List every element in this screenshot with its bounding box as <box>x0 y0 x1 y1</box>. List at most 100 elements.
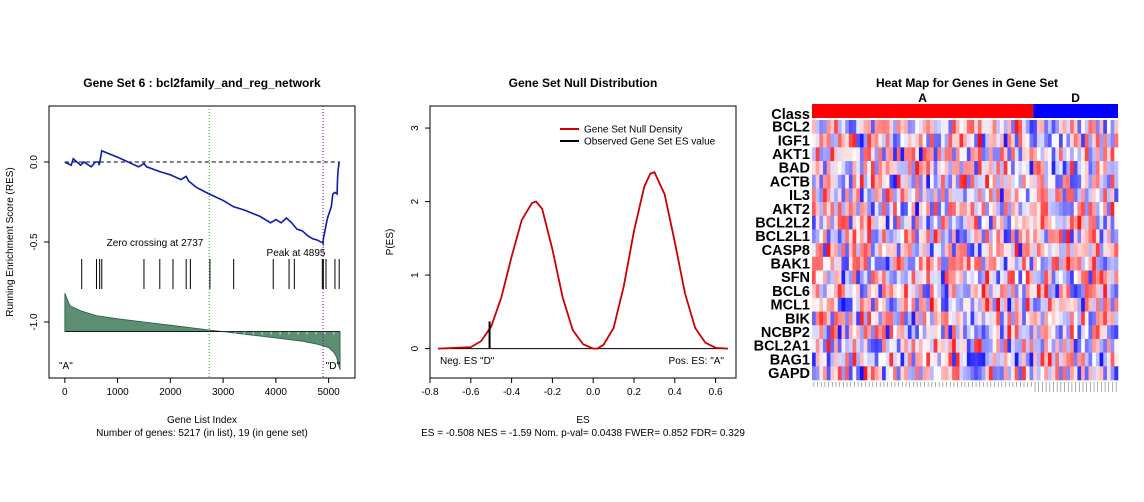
heatmap-cell <box>1044 147 1049 162</box>
heatmap-cell <box>981 202 986 217</box>
heatmap-cell <box>1070 120 1075 134</box>
heatmap-cell <box>815 147 820 162</box>
heatmap-cell <box>852 147 857 162</box>
heatmap-cell <box>937 133 942 148</box>
heatmap-cell <box>1077 256 1082 271</box>
heatmap-cell <box>1092 366 1097 381</box>
heatmap-cell <box>1103 243 1108 258</box>
heatmap-cell <box>926 297 931 312</box>
heatmap-cell <box>819 120 824 134</box>
heatmap-cell <box>837 188 842 203</box>
heatmap-cell <box>874 202 879 217</box>
heatmap-cell <box>929 120 934 134</box>
y-tick-label: -0.5 <box>29 233 40 251</box>
heatmap-cell <box>878 188 883 203</box>
heatmap-cell <box>1033 161 1038 176</box>
heatmap-cell <box>959 229 964 244</box>
heatmap-cell <box>937 229 942 244</box>
heatmap-cell <box>830 352 835 367</box>
heatmap-cell <box>1007 229 1012 244</box>
heatmap-cell <box>996 270 1001 285</box>
heatmap-cell <box>812 202 816 217</box>
heatmap-cell <box>1073 352 1078 367</box>
heatmap-cell <box>1036 202 1041 217</box>
heatmap-cell <box>981 284 986 299</box>
heatmap-cell <box>1081 229 1086 244</box>
heatmap-cell <box>937 297 942 312</box>
heatmap-cell <box>859 325 864 340</box>
heatmap-cell <box>826 161 831 176</box>
heatmap-cell <box>1025 297 1030 312</box>
heatmap-cell <box>1084 188 1089 203</box>
heatmap-cell <box>1059 147 1063 162</box>
heatmap-cell <box>959 188 964 203</box>
heatmap-cell <box>907 325 912 340</box>
heatmap-cell <box>988 352 993 367</box>
heatmap-cell <box>907 352 912 367</box>
heatmap-cell <box>996 256 1001 271</box>
heatmap-cell <box>893 325 898 340</box>
heatmap-cell <box>1106 284 1111 299</box>
heatmap-cell <box>1051 352 1056 367</box>
heatmap-cell <box>834 284 839 299</box>
heatmap-cell <box>1077 161 1082 176</box>
heatmap-cell <box>845 120 850 134</box>
heatmap-cell <box>834 256 839 271</box>
heatmap-cell <box>970 161 975 176</box>
x-tick-label: 2000 <box>159 387 182 398</box>
heatmap-cell <box>963 133 968 148</box>
heatmap-cell <box>1014 311 1019 326</box>
heatmap-cell <box>970 147 975 162</box>
heatmap-cell <box>955 174 960 189</box>
heatmap-cell <box>1114 188 1119 203</box>
heatmap-cell <box>974 188 979 203</box>
null-subtitle: ES = -0.508 NES = -1.59 Nom. p-val= 0.04… <box>421 428 745 439</box>
heatmap-cell <box>1000 161 1005 176</box>
heatmap-cell <box>977 325 982 340</box>
heatmap-cell <box>944 147 949 162</box>
heatmap-cell <box>841 297 846 312</box>
heatmap-cell <box>1055 133 1060 148</box>
heatmap-cell <box>830 270 835 285</box>
heatmap-cell <box>1110 284 1115 299</box>
heatmap-cell <box>837 174 842 189</box>
heatmap-cell <box>896 229 901 244</box>
heatmap-cell <box>941 188 946 203</box>
heatmap-cell <box>959 284 964 299</box>
heatmap-cell <box>1047 270 1052 285</box>
heatmap-cell <box>1040 133 1045 148</box>
enrichment-title: Gene Set 6 : bcl2family_and_reg_network <box>83 76 321 90</box>
heatmap-cell <box>882 229 887 244</box>
heatmap-cell <box>907 311 912 326</box>
heatmap-cell <box>1022 284 1027 299</box>
heatmap-cell <box>1092 120 1097 134</box>
heatmap-cell <box>918 202 923 217</box>
heatmap-cell <box>882 188 887 203</box>
heatmap-cell <box>1011 202 1016 217</box>
heatmap-cell <box>996 366 1001 381</box>
heatmap-cell <box>1114 147 1119 162</box>
x-tick-label: -0.4 <box>503 387 521 398</box>
heatmap-cell <box>915 284 920 299</box>
heatmap-cell <box>922 243 927 258</box>
heatmap-cell <box>918 366 923 381</box>
heatmap-cell <box>970 256 975 271</box>
heatmap-cell <box>863 133 868 148</box>
heatmap-cell <box>1114 229 1119 244</box>
heatmap-cell <box>959 133 964 148</box>
heatmap-cell <box>1033 174 1038 189</box>
heatmap-cell <box>996 311 1001 326</box>
heatmap-cell <box>1103 133 1108 148</box>
heatmap-cell <box>1070 311 1075 326</box>
heatmap-cell <box>819 229 824 244</box>
heatmap-cell <box>859 229 864 244</box>
heatmap-cell <box>1047 229 1052 244</box>
heatmap-cell <box>812 215 816 230</box>
heatmap-cell <box>815 284 820 299</box>
heatmap-cell <box>882 215 887 230</box>
heatmap-cell <box>1047 325 1052 340</box>
heatmap-cell <box>823 133 828 148</box>
heatmap-cell <box>837 297 842 312</box>
heatmap-cell <box>1088 338 1093 353</box>
heatmap-cell <box>918 352 923 367</box>
